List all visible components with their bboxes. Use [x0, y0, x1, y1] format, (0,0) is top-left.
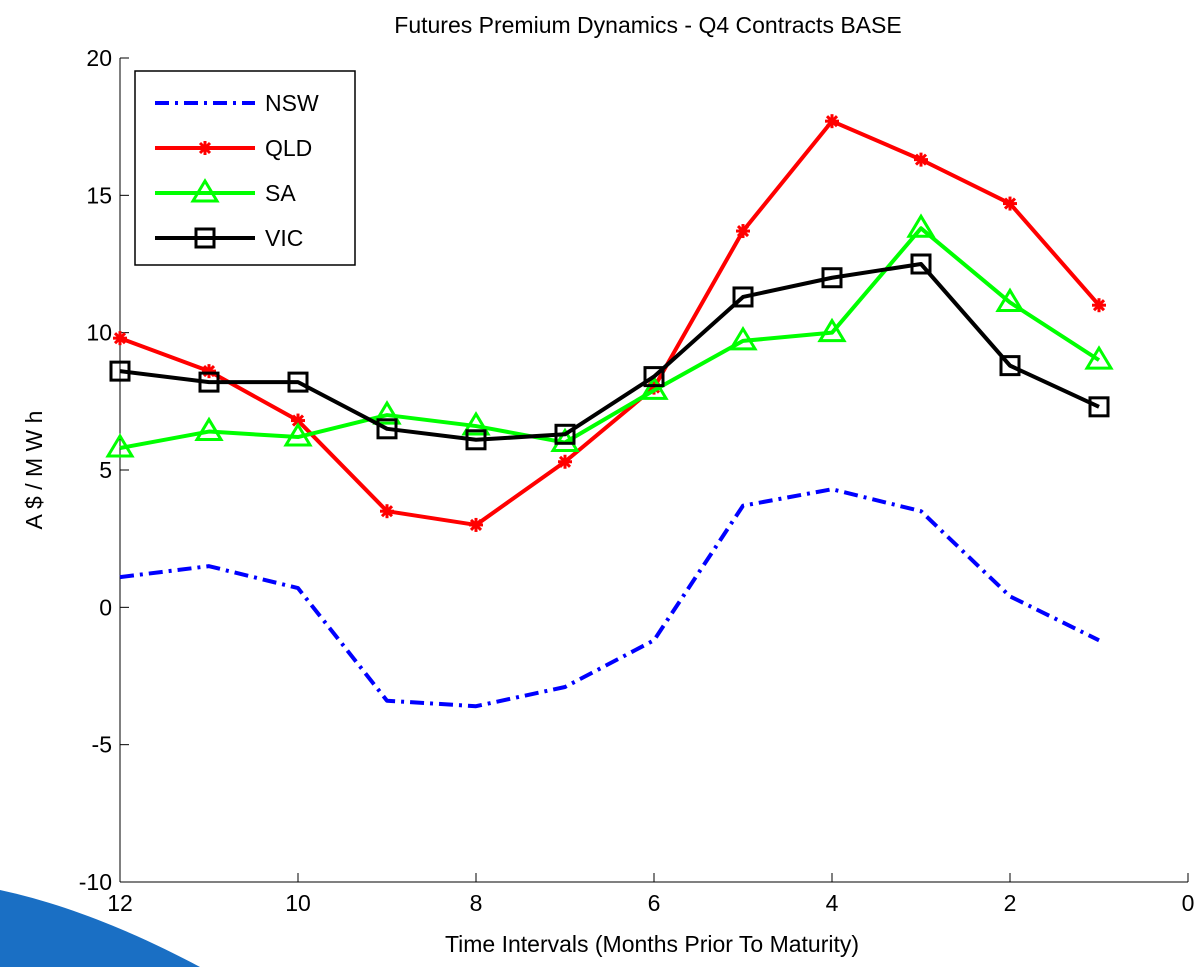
data-point: [109, 360, 131, 382]
series-qld: [113, 114, 1106, 532]
y-tick-label: 0: [99, 594, 112, 620]
data-point: [821, 267, 843, 289]
y-axis-label: A $ / M W h: [21, 411, 47, 530]
decorative-blue-swoosh: [0, 890, 200, 967]
data-point: [914, 152, 928, 167]
data-point: [995, 287, 1025, 312]
data-point: [202, 364, 216, 379]
data-point: [194, 416, 224, 442]
legend-entry-nsw: NSW: [155, 90, 319, 116]
data-point: [999, 355, 1021, 377]
data-point: [372, 400, 402, 425]
y-tick-label: 5: [99, 457, 112, 483]
data-point: [376, 418, 398, 440]
star-marker: [198, 141, 212, 155]
legend-label: NSW: [265, 90, 319, 116]
data-point: [1088, 396, 1110, 418]
series-nsw: [119, 487, 1100, 709]
x-tick-label: 4: [826, 890, 839, 916]
series-line: [119, 262, 1100, 442]
x-tick-label: 6: [648, 890, 661, 916]
y-tick-label: -5: [92, 732, 112, 758]
y-tick-label: 20: [86, 45, 112, 71]
data-point: [1003, 196, 1017, 211]
series-line: [119, 487, 1100, 709]
data-point: [825, 114, 839, 129]
data-point: [639, 375, 669, 400]
data-point: [910, 253, 932, 275]
series-vic: [109, 253, 1110, 451]
data-point: [113, 331, 127, 346]
data-point: [728, 325, 758, 351]
legend-label: SA: [265, 180, 296, 206]
square-marker: [194, 227, 216, 249]
data-point: [283, 422, 313, 447]
legend-entry-sa: SA: [155, 178, 296, 206]
series-sa: [105, 213, 1114, 458]
data-point: [550, 427, 580, 453]
series-line: [119, 226, 1101, 450]
data-point: [380, 504, 394, 519]
data-point: [554, 423, 576, 445]
y-tick-label: 15: [86, 182, 112, 208]
data-point: [1084, 345, 1114, 370]
x-axis-label: Time Intervals (Months Prior To Maturity…: [445, 931, 859, 957]
legend-entry-vic: VIC: [155, 225, 303, 251]
x-tick-label: 12: [107, 890, 133, 916]
y-tick-label: 10: [86, 320, 112, 346]
x-tick-label: 8: [470, 890, 483, 916]
x-tick-label: 2: [1004, 890, 1017, 916]
legend-box: [134, 70, 356, 266]
data-point: [558, 454, 572, 469]
y-tick-label: -10: [79, 869, 112, 895]
data-point: [817, 317, 847, 343]
legend-label: VIC: [265, 225, 303, 251]
triangle-marker: [190, 178, 220, 203]
data-point: [198, 371, 220, 393]
data-point: [469, 517, 483, 532]
series-layer: [105, 114, 1114, 709]
data-point: [736, 224, 750, 239]
chart-title: Futures Premium Dynamics - Q4 Contracts …: [394, 12, 901, 38]
legend: NSW QLD SA VIC: [134, 70, 356, 266]
x-tick-label: 10: [285, 890, 311, 916]
x-tick-label: 0: [1182, 890, 1195, 916]
legend-label: QLD: [265, 135, 312, 161]
data-point: [461, 411, 491, 436]
data-point: [465, 429, 487, 451]
data-point: [287, 371, 309, 393]
data-point: [105, 433, 135, 458]
data-point: [1092, 298, 1106, 313]
data-point: [906, 213, 936, 238]
data-point: [643, 366, 665, 388]
data-point: [732, 286, 754, 308]
data-point: [291, 413, 305, 428]
series-line: [119, 119, 1101, 527]
legend-entry-qld: QLD: [155, 135, 312, 161]
